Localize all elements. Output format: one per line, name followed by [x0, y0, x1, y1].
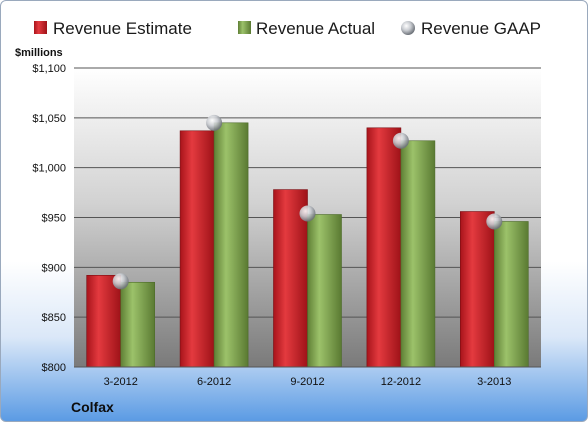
x-tick-label: 3-2013	[477, 376, 511, 388]
y-tick-label: $850	[42, 312, 66, 324]
bar-actual	[400, 140, 436, 368]
bar-estimate	[179, 130, 215, 368]
y-tick-label: $950	[42, 213, 66, 225]
legend-item-actual: Revenue Actual	[238, 19, 375, 38]
gaap-marker	[392, 132, 409, 149]
y-tick-label: $1,100	[32, 63, 66, 75]
y-tick-label: $1,050	[32, 113, 66, 125]
y-axis-unit-label: $millions	[15, 47, 63, 59]
legend-swatch-gaap	[401, 21, 415, 35]
x-tick-label: 6-2012	[197, 376, 231, 388]
legend-item-estimate: Revenue Estimate	[34, 19, 192, 38]
gaap-marker	[486, 213, 503, 230]
legend-label-estimate: Revenue Estimate	[53, 19, 192, 38]
bar-actual	[307, 214, 342, 368]
x-tick-label: 12-2012	[381, 376, 421, 388]
bar-estimate	[366, 127, 402, 368]
gaap-markers	[112, 114, 503, 290]
legend-swatch-actual	[238, 21, 251, 34]
y-tick-label: $900	[42, 262, 66, 274]
y-tick-label: $1,000	[32, 163, 66, 175]
bar-actual	[120, 281, 155, 368]
x-tick-label: 3-2012	[104, 376, 138, 388]
x-axis-ticks: 3-2012 6-2012 9-2012 12-2012 3-2013	[104, 376, 512, 388]
legend-label-gaap: Revenue GAAP	[421, 19, 541, 38]
bars	[86, 122, 529, 368]
company-label: Colfax	[71, 399, 114, 415]
legend-item-gaap: Revenue GAAP	[401, 19, 541, 38]
legend-label-actual: Revenue Actual	[256, 19, 375, 38]
bar-actual	[213, 122, 249, 368]
x-tick-label: 9-2012	[290, 376, 324, 388]
y-axis-ticks: $800 $850 $900 $950 $1,000 $1,050 $1,100	[32, 63, 66, 374]
bar-estimate	[459, 211, 495, 368]
legend-swatch-estimate	[34, 21, 47, 34]
bar-actual	[493, 221, 529, 368]
gaap-marker	[206, 114, 223, 131]
bar-estimate	[86, 275, 121, 368]
y-tick-label: $800	[42, 362, 66, 374]
gaap-marker	[299, 205, 316, 222]
legend: Revenue Estimate Revenue Actual Revenue …	[34, 19, 541, 38]
gaap-marker	[112, 273, 129, 290]
